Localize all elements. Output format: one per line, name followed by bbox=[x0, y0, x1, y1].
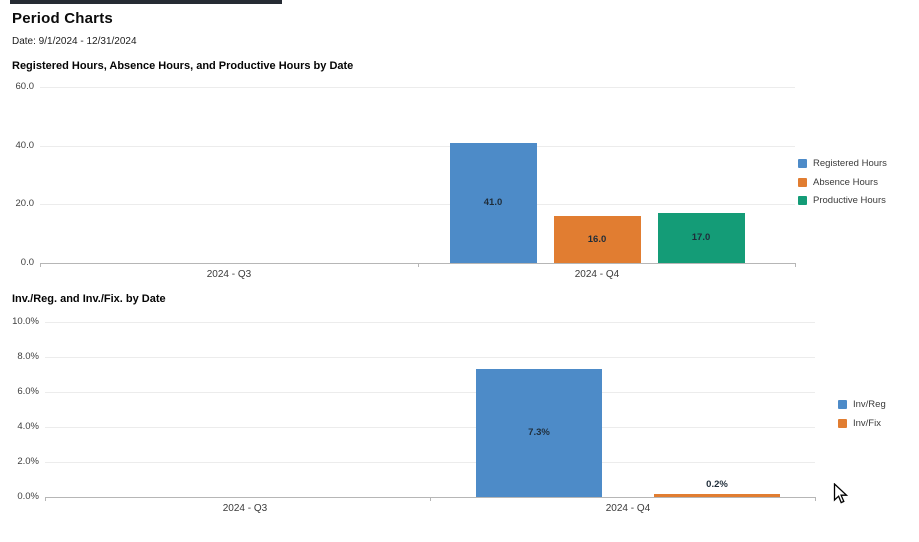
legend-item[interactable]: Inv/Fix bbox=[838, 418, 881, 429]
legend-label: Absence Hours bbox=[813, 176, 878, 188]
chart2-title: Inv./Reg. and Inv./Fix. by Date bbox=[12, 293, 166, 305]
x-axis-tick bbox=[815, 497, 816, 501]
mouse-cursor bbox=[833, 483, 848, 504]
legend-swatch-icon bbox=[798, 159, 807, 168]
legend-swatch-icon bbox=[838, 400, 847, 409]
date-range-label: Date: 9/1/2024 - 12/31/2024 bbox=[12, 36, 137, 47]
grid-line bbox=[45, 322, 815, 323]
bar-value-label: 7.3% bbox=[528, 427, 550, 439]
bar-value-label: 0.2% bbox=[706, 478, 728, 490]
y-tick-label: 20.0 bbox=[15, 198, 35, 210]
legend-item[interactable]: Productive Hours bbox=[798, 195, 886, 206]
grid-line bbox=[40, 204, 795, 206]
bar-inv-reg[interactable] bbox=[476, 369, 602, 497]
y-tick-label: 0.0% bbox=[17, 491, 39, 502]
window-edge-strip bbox=[10, 0, 282, 4]
legend-item[interactable]: Inv/Reg bbox=[838, 399, 886, 410]
grid-line bbox=[45, 427, 815, 428]
x-axis-tick bbox=[795, 263, 796, 267]
legend-label: Inv/Fix bbox=[853, 417, 881, 429]
y-tick-label: 10.0% bbox=[12, 316, 39, 327]
hours-by-date-chart: 60.0 40.0 20.0 0.0 41.0 16.0 17.0 2024 - Q3 2024… bbox=[0, 80, 919, 292]
y-tick-label: 8.0% bbox=[17, 351, 39, 362]
legend-label: Productive Hours bbox=[813, 195, 886, 206]
grid-line bbox=[45, 392, 815, 393]
y-tick-label: 60.0 bbox=[15, 81, 35, 92]
legend-label: Registered Hours bbox=[813, 158, 887, 169]
x-axis-tick bbox=[430, 497, 431, 501]
bar-value-label: 41.0 bbox=[483, 196, 503, 208]
bar-value-label: 17.0 bbox=[691, 232, 711, 244]
legend-swatch-icon bbox=[798, 196, 807, 205]
page-title: Period Charts bbox=[12, 10, 113, 27]
bar-absence-hours[interactable] bbox=[553, 216, 641, 263]
legend-swatch-icon bbox=[838, 418, 847, 428]
y-tick-label: 6.0% bbox=[17, 386, 39, 397]
grid-line bbox=[40, 145, 795, 147]
legend-item[interactable]: Absence Hours bbox=[798, 177, 878, 188]
y-tick-label: 4.0% bbox=[17, 421, 39, 432]
y-tick-label: 40.0 bbox=[15, 139, 35, 151]
x-axis-tick bbox=[417, 263, 419, 267]
legend-item[interactable]: Registered Hours bbox=[798, 158, 887, 169]
x-category-label: 2024 - Q3 bbox=[222, 503, 268, 514]
chart1-title: Registered Hours, Absence Hours, and Pro… bbox=[12, 60, 354, 72]
grid-line bbox=[40, 87, 795, 88]
bar-inv-fix[interactable] bbox=[654, 493, 780, 497]
grid-line bbox=[45, 357, 815, 358]
bar-value-label: 16.0 bbox=[587, 233, 607, 245]
y-tick-label: 0.0 bbox=[20, 257, 34, 268]
x-axis-tick bbox=[45, 497, 46, 501]
bar-productive-hours[interactable] bbox=[657, 213, 745, 263]
legend-label: Inv/Reg bbox=[853, 399, 886, 410]
y-tick-label: 2.0% bbox=[17, 456, 39, 467]
x-category-label: 2024 - Q4 bbox=[574, 269, 620, 280]
x-category-label: 2024 - Q3 bbox=[206, 269, 252, 280]
inv-ratios-by-date-chart: 10.0% 8.0% 6.0% 4.0% 2.0% 0.0% 7.3% 0.2% 2024 - … bbox=[0, 315, 919, 535]
legend-swatch-icon bbox=[798, 177, 807, 187]
x-axis-tick bbox=[40, 263, 41, 267]
bar-registered-hours[interactable] bbox=[449, 142, 537, 263]
grid-line bbox=[45, 462, 815, 463]
x-category-label: 2024 - Q4 bbox=[605, 503, 651, 514]
